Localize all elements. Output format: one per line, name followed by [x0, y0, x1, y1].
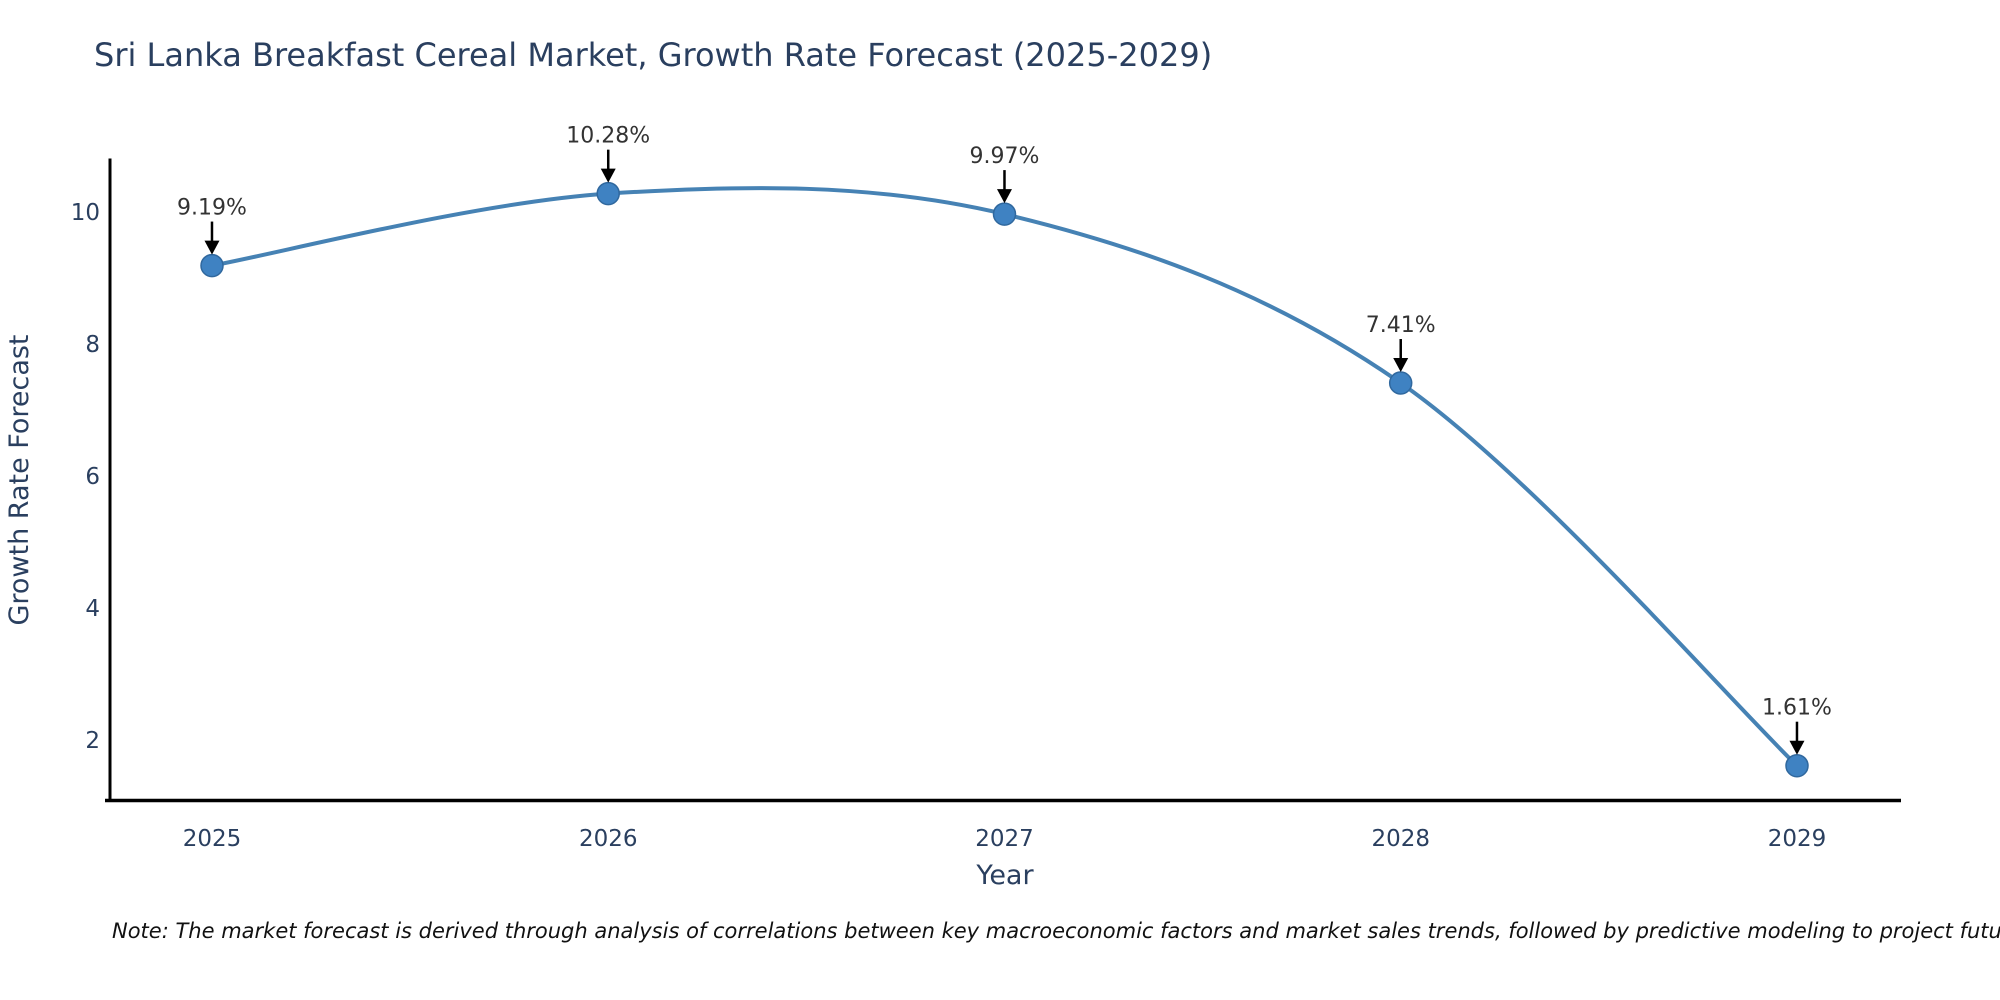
- x-tick-label: 2029: [1768, 826, 1827, 852]
- data-point-value-label: 1.61%: [1762, 696, 1832, 721]
- x-tick-label: 2026: [579, 826, 638, 852]
- annotation-arrow-head: [1393, 358, 1409, 373]
- y-tick-label: 6: [85, 464, 100, 490]
- data-point-marker: [1388, 371, 1413, 395]
- data-point-marker: [992, 202, 1017, 226]
- chart-title: Sri Lanka Breakfast Cereal Market, Growt…: [94, 36, 1213, 74]
- annotation-arrow-head: [600, 168, 616, 183]
- y-tick-label: 2: [85, 728, 100, 754]
- y-tick-label: 10: [71, 200, 100, 226]
- data-point-marker: [200, 253, 224, 278]
- data-point-value-label: 9.19%: [177, 196, 247, 221]
- annotation-arrow-head: [1789, 740, 1805, 755]
- data-point-value-label: 7.41%: [1366, 313, 1436, 338]
- x-tick-label: 2025: [183, 826, 242, 852]
- annotation-arrow-head: [996, 189, 1012, 204]
- data-point-value-label: 9.97%: [970, 144, 1040, 169]
- x-tick-label: 2028: [1371, 826, 1430, 852]
- data-point-marker: [1785, 753, 1809, 778]
- y-tick-label: 4: [85, 596, 100, 622]
- chart-footnote: Note: The market forecast is derived thr…: [112, 919, 2000, 943]
- x-tick-label: 2027: [975, 826, 1034, 852]
- forecast-trend-line: [210, 186, 1799, 768]
- x-axis-title: Year: [975, 860, 1034, 891]
- data-point-value-label: 10.28%: [566, 124, 650, 149]
- y-tick-label: 8: [85, 332, 100, 358]
- y-axis-title: Growth Rate Forecast: [4, 334, 35, 625]
- annotation-arrow-head: [204, 240, 220, 255]
- data-point-marker: [596, 181, 620, 206]
